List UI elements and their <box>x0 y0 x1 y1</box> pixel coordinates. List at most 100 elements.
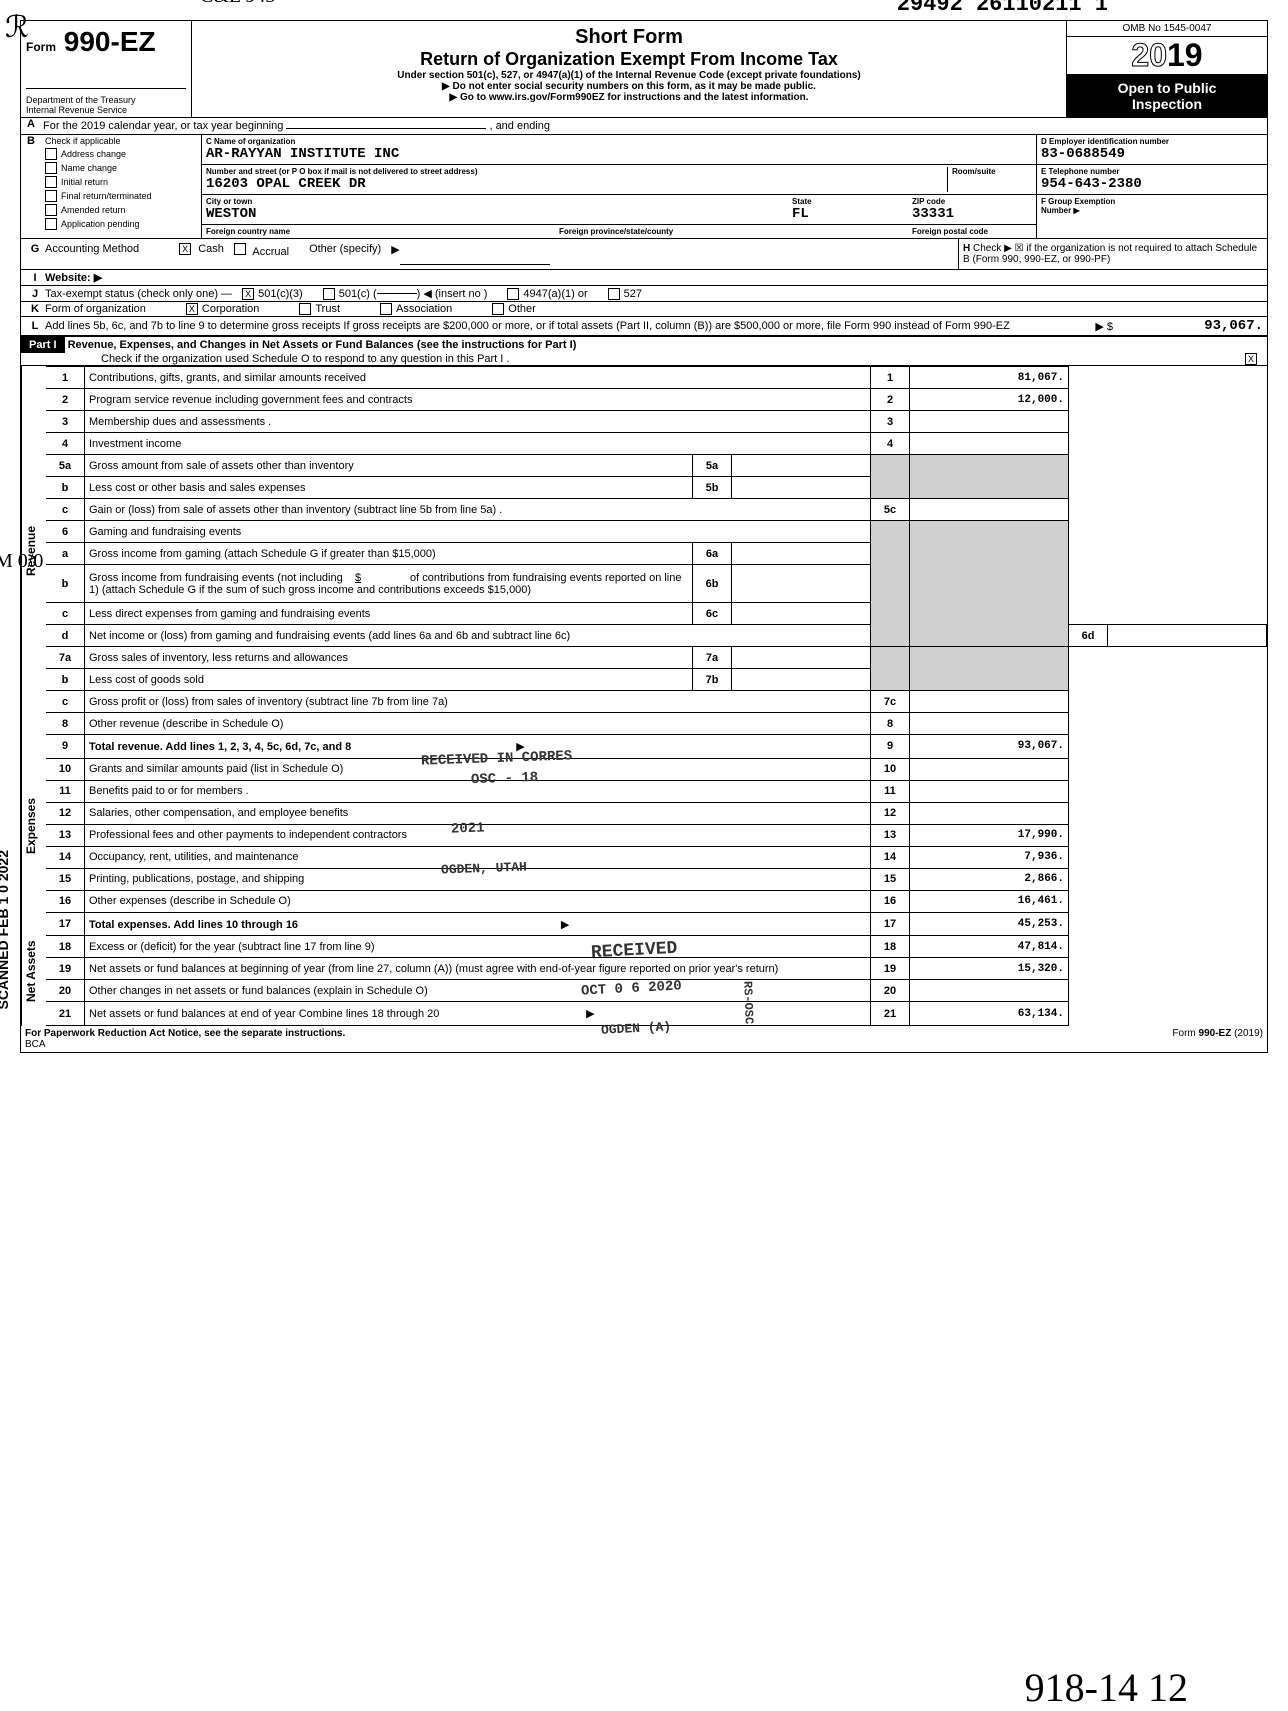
check-initial[interactable]: Initial return <box>41 175 201 189</box>
table-row: aGross income from gaming (attach Schedu… <box>46 543 1267 565</box>
table-row: 16Other expenses (describe in Schedule O… <box>46 890 1267 912</box>
other-checkbox[interactable] <box>492 303 504 315</box>
state-value: FL <box>792 206 912 222</box>
501c-checkbox[interactable] <box>323 288 335 300</box>
line-a: A For the 2019 calendar year, or tax yea… <box>21 118 1267 135</box>
dln-number: 29492 26110211 1 <box>897 0 1108 17</box>
table-row: cLess direct expenses from gaming and fu… <box>46 603 1267 625</box>
table-row: 12Salaries, other compensation, and empl… <box>46 802 1267 824</box>
handwritten-bottom: 918-14 12 <box>1025 1664 1188 1711</box>
check-final[interactable]: Final return/terminated <box>41 189 201 203</box>
ein-value: 83-0688549 <box>1041 146 1263 162</box>
form-container: Form 990-EZ Department of the Treasury I… <box>20 20 1268 1053</box>
table-row: 10Grants and similar amounts paid (list … <box>46 758 1267 780</box>
accounting-label: Accounting Method <box>45 243 139 265</box>
table-row: 9Total revenue. Add lines 1, 2, 3, 4, 5c… <box>46 735 1267 758</box>
lines-table: 1Contributions, gifts, grants, and simil… <box>46 366 1267 1026</box>
part1-check-text: Check if the organization used Schedule … <box>101 353 509 365</box>
street-label: Number and street (or P O box if mail is… <box>206 167 947 176</box>
form-number-cell: Form 990-EZ Department of the Treasury I… <box>21 21 192 117</box>
state-label: State <box>792 197 912 206</box>
part1-header: Part I Revenue, Expenses, and Changes in… <box>21 336 1267 366</box>
subtitle-1: Under section 501(c), 527, or 4947(a)(1)… <box>202 70 1056 81</box>
inspection-box: Open to Public Inspection <box>1067 75 1267 117</box>
main-title: Return of Organization Exempt From Incom… <box>202 49 1056 70</box>
short-form-title: Short Form <box>202 26 1056 49</box>
table-row: dNet income or (loss) from gaming and fu… <box>46 625 1267 647</box>
part1-label: Part I <box>21 337 65 353</box>
table-row: 3Membership dues and assessments .3 <box>46 411 1267 433</box>
4947-checkbox[interactable] <box>507 288 519 300</box>
zip-label: ZIP code <box>912 197 1032 206</box>
check-label: Check if applicable <box>41 135 201 147</box>
paperwork-notice: For Paperwork Reduction Act Notice, see … <box>25 1028 345 1039</box>
table-row: 15Printing, publications, postage, and s… <box>46 868 1267 890</box>
line-h: H Check ▶ ☒ if the organization is not r… <box>958 239 1267 269</box>
foreign-postal-label: Foreign postal code <box>912 227 1032 236</box>
table-row: cGross profit or (loss) from sales of in… <box>46 691 1267 713</box>
net-assets-label: Net Assets <box>21 916 46 1026</box>
table-row: cGain or (loss) from sale of assets othe… <box>46 499 1267 521</box>
check-address[interactable]: Address change <box>41 147 201 161</box>
dept-treasury: Department of the Treasury Internal Reve… <box>26 95 136 115</box>
table-row: 1Contributions, gifts, grants, and simil… <box>46 367 1267 389</box>
accrual-checkbox[interactable] <box>234 243 246 255</box>
line-i: I Website: ▶ <box>21 270 1267 286</box>
table-row: 19Net assets or fund balances at beginni… <box>46 958 1267 980</box>
handwritten-side: M 0/0 <box>0 550 43 573</box>
table-row: bLess cost of goods sold7b <box>46 669 1267 691</box>
527-checkbox[interactable] <box>608 288 620 300</box>
line-k: K Form of organization X Corporation Tru… <box>21 302 1267 317</box>
501c3-checkbox[interactable]: X <box>242 288 254 300</box>
check-pending[interactable]: Application pending <box>41 217 201 231</box>
subtitle-2: ▶ Do not enter social security numbers o… <box>202 81 1056 92</box>
phone-label: E Telephone number <box>1041 167 1263 176</box>
line-a-end: , and ending <box>489 120 550 132</box>
table-row: 8Other revenue (describe in Schedule O)8 <box>46 713 1267 735</box>
line-a-text: For the 2019 calendar year, or tax year … <box>43 120 283 132</box>
line-l-text: Add lines 5b, 6c, and 7b to line 9 to de… <box>45 320 1033 332</box>
stamp-osc18: OSC - 18 <box>471 770 539 788</box>
check-amended[interactable]: Amended return <box>41 203 201 217</box>
right-id-section: D Employer identification number 83-0688… <box>1036 135 1267 238</box>
cash-checkbox[interactable]: X <box>179 243 191 255</box>
handwritten-top: C&L 943 <box>200 0 275 8</box>
stamp-rs-osc: RS-OSC <box>740 981 755 1025</box>
trust-checkbox[interactable] <box>299 303 311 315</box>
line-j: J Tax-exempt status (check only one) — X… <box>21 286 1267 302</box>
website-label: Website: ▶ <box>45 271 102 284</box>
part1-checkbox[interactable]: X <box>1245 353 1257 365</box>
check-name[interactable]: Name change <box>41 161 201 175</box>
table-row: 7aGross sales of inventory, less returns… <box>46 647 1267 669</box>
form-number: 990-EZ <box>64 26 156 57</box>
table-row: bLess cost or other basis and sales expe… <box>46 477 1267 499</box>
scanned-stamp: SCANNED FEB 1 0 2022 <box>0 850 11 1010</box>
stamp-ogden-utah: OGDEN, UTAH <box>441 860 527 878</box>
bca: BCA <box>25 1039 46 1050</box>
form-footer-right: Form 990-EZ (2019) <box>1172 1028 1263 1050</box>
part1-title: Revenue, Expenses, and Changes in Net As… <box>68 339 577 351</box>
name-section: C Name of organization AR-RAYYAN INSTITU… <box>202 135 1036 238</box>
stamp-2021: 2021 <box>451 820 485 837</box>
group-exemption-label: F Group Exemption <box>1041 197 1263 206</box>
title-cell: Short Form Return of Organization Exempt… <box>192 21 1066 117</box>
lines-section: Revenue Expenses Net Assets 1Contributio… <box>21 366 1267 1026</box>
city-value: WESTON <box>206 206 792 222</box>
entity-section: B Check if applicable Address change Nam… <box>21 135 1267 239</box>
right-header: OMB No 1545-0047 2019 Open to Public Ins… <box>1066 21 1267 117</box>
tax-exempt-label: Tax-exempt status (check only one) — <box>45 288 232 300</box>
line-g-h: G Accounting Method X Cash Accrual Other… <box>21 239 1267 270</box>
form-label: Form <box>26 40 56 54</box>
org-name-label: C Name of organization <box>206 137 1032 146</box>
foreign-province-label: Foreign province/state/county <box>559 227 912 236</box>
table-row: 5aGross amount from sale of assets other… <box>46 455 1267 477</box>
corp-checkbox[interactable]: X <box>186 303 198 315</box>
omb-number: OMB No 1545-0047 <box>1067 21 1267 37</box>
org-name: AR-RAYYAN INSTITUTE INC <box>206 146 1032 162</box>
year-box: 2019 <box>1067 37 1267 75</box>
phone-value: 954-643-2380 <box>1041 176 1263 192</box>
line-l-value: 93,067. <box>1113 318 1263 334</box>
assoc-checkbox[interactable] <box>380 303 392 315</box>
room-label: Room/suite <box>952 167 1032 176</box>
header-row: Form 990-EZ Department of the Treasury I… <box>21 21 1267 118</box>
